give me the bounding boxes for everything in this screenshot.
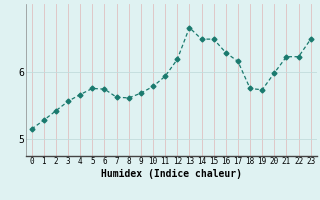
X-axis label: Humidex (Indice chaleur): Humidex (Indice chaleur) (101, 169, 242, 179)
